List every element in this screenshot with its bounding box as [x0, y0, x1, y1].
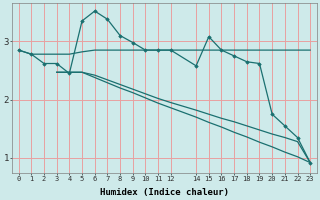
- X-axis label: Humidex (Indice chaleur): Humidex (Indice chaleur): [100, 188, 229, 197]
